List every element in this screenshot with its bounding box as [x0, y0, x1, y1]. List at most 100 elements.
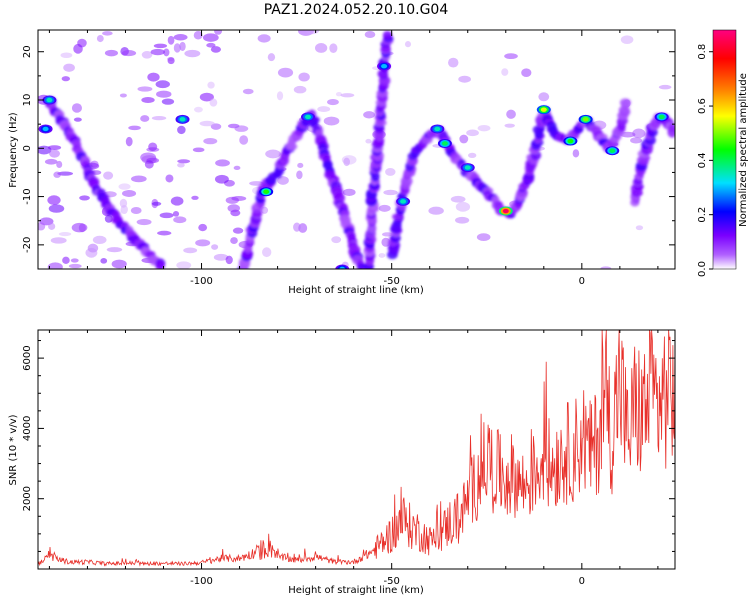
y-tick-label: 4000 — [22, 416, 33, 441]
heatmap-noise-cell — [215, 159, 230, 167]
heatmap-noise-cell — [177, 125, 186, 135]
x-tick-label: -100 — [190, 276, 213, 287]
heatmap-noise-cell — [329, 43, 338, 54]
heatmap-noise-cell — [167, 57, 175, 62]
heatmap-noise-cell — [448, 57, 459, 68]
colorbar-tick-label: 0.2 — [697, 207, 708, 223]
heatmap-noise-cell — [192, 147, 205, 153]
heatmap-noise-cell — [455, 201, 471, 212]
heatmap-noise-cell — [202, 33, 219, 42]
heatmap-noise-cell — [167, 35, 175, 45]
heatmap-noise-cell — [203, 137, 218, 145]
heatmap-noise-cell — [317, 106, 331, 113]
top-y-axis-label: Frequency (Hz) — [8, 112, 19, 188]
heatmap-noise-cell — [58, 232, 72, 237]
heatmap-noise-cell — [276, 91, 284, 101]
heatmap-noise-cell — [102, 31, 113, 36]
heatmap-noise-cell — [147, 72, 160, 82]
heatmap-noise-cell — [177, 162, 185, 168]
heatmap-noise-cell — [130, 175, 147, 183]
heatmap-noise-cell — [141, 96, 155, 103]
heatmap-noise-cell — [57, 171, 74, 176]
heatmap-ridge-cell — [382, 30, 393, 40]
heatmap-noise-cell — [136, 218, 152, 226]
heatmap-noise-cell — [327, 99, 339, 106]
heatmap-noise-cell — [163, 48, 170, 57]
heatmap-noise-cell — [144, 160, 154, 169]
heatmap-noise-cell — [38, 222, 46, 231]
heatmap-noise-cell — [225, 255, 233, 265]
heatmap-noise-cell — [233, 165, 241, 171]
heatmap-noise-cell — [118, 183, 131, 190]
heatmap-noise-cell — [385, 167, 396, 176]
heatmap-noise-cell — [214, 174, 229, 184]
heatmap-noise-cell — [53, 171, 61, 178]
colorbar-tick-label: 0.6 — [697, 98, 708, 114]
heatmap-noise-cell — [173, 34, 188, 41]
heatmap-noise-cell — [378, 253, 386, 258]
heatmap-noise-cell — [239, 135, 249, 145]
heatmap-noise-cell — [459, 134, 469, 144]
spectrogram-frame — [37, 29, 676, 270]
heatmap-ridge-layer — [45, 30, 675, 269]
heatmap-noise-cell — [242, 88, 254, 95]
heatmap-noise-cell — [199, 120, 215, 127]
heatmap-noise-cell — [47, 262, 63, 269]
top-x-ticks: -100 -50 0 — [48, 30, 659, 287]
heatmap-noise-cell — [381, 232, 393, 237]
y-tick-label: -20 — [22, 237, 33, 253]
heatmap-noise-cell — [620, 35, 634, 45]
heatmap-hotspot — [381, 64, 388, 69]
heatmap-noise-cell — [183, 247, 198, 254]
bottom-y-axis-label: SNR (10 * v/v) — [8, 414, 19, 485]
heatmap-noise-cell — [119, 93, 127, 98]
heatmap-hotspot — [502, 208, 509, 214]
colorbar-label: Normalized spectral amplitude — [738, 73, 749, 227]
heatmap-noise-cell — [130, 207, 142, 214]
heatmap-noise-cell — [364, 31, 376, 39]
heatmap-noise-cell — [260, 206, 269, 214]
heatmap-ridge-cell — [155, 261, 165, 269]
heatmap-ridge-cell — [667, 126, 675, 138]
heatmap-noise-cell — [340, 93, 355, 98]
heatmap-noise-cell — [296, 170, 303, 180]
colorbar: 0.0 0.2 0.4 0.6 0.8 Normalized spectral ampl… — [697, 29, 749, 277]
heatmap-noise-cell — [630, 137, 642, 144]
heatmap-noise-cell — [257, 34, 271, 43]
heatmap-noise-cell — [193, 31, 203, 40]
heatmap-noise-cell — [104, 49, 118, 57]
colorbar-ticks: 0.0 0.2 0.4 0.6 0.8 — [697, 44, 713, 277]
heatmap-noise-cell — [48, 222, 56, 230]
heatmap-noise-cell — [468, 152, 477, 159]
heatmap-hotspot — [46, 97, 53, 103]
heatmap-noise-cell — [210, 46, 222, 53]
x-tick-label: -100 — [190, 576, 213, 587]
heatmap-noise-cell — [378, 204, 391, 212]
heatmap-noise-cell — [155, 80, 170, 89]
heatmap-noise-cell — [62, 256, 70, 264]
heatmap-noise-cell — [106, 247, 123, 253]
top-x-axis-label: Height of straight line (km) — [288, 285, 424, 296]
heatmap-noise-cell — [232, 227, 244, 234]
heatmap-noise-cell — [71, 222, 88, 233]
heatmap-noise-cell — [177, 159, 191, 164]
heatmap-noise-cell — [234, 125, 249, 132]
heatmap-noise-cell — [213, 253, 229, 261]
heatmap-noise-cell — [277, 67, 294, 78]
heatmap-hotspot — [42, 126, 49, 132]
heatmap-noise-cell — [635, 225, 644, 231]
snr-panel: -100 -50 0 2000 4000 6000 Height of straight… — [8, 329, 676, 596]
heatmap-noise-cell — [466, 129, 479, 137]
heatmap-noise-cell — [297, 162, 304, 168]
heatmap-noise-cell — [111, 259, 127, 269]
heatmap-noise-cell — [363, 111, 376, 119]
heatmap-noise-layer — [38, 30, 672, 269]
heatmap-noise-cell — [85, 247, 98, 258]
heatmap-noise-cell — [211, 244, 219, 250]
heatmap-noise-cell — [172, 211, 180, 217]
heatmap-noise-cell — [323, 116, 340, 126]
heatmap-noise-cell — [141, 51, 153, 59]
heatmap-noise-cell — [206, 42, 216, 48]
heatmap-noise-cell — [60, 52, 73, 59]
heatmap-noise-cell — [342, 188, 356, 196]
